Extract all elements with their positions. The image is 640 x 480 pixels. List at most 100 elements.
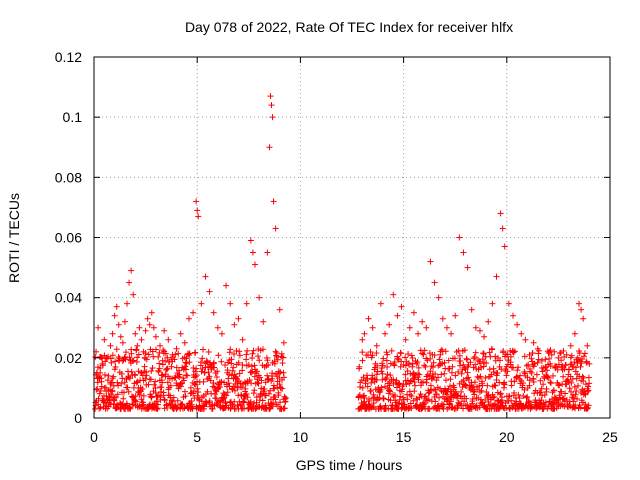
data-point [136, 324, 143, 331]
data-point [165, 336, 172, 343]
noise-point [422, 363, 429, 370]
noise-point [254, 368, 261, 375]
data-point [464, 264, 471, 271]
noise-point [251, 387, 258, 394]
noise-point [264, 357, 271, 364]
noise-point [204, 388, 211, 395]
data-point [499, 225, 506, 232]
data-point [195, 213, 202, 220]
noise-point [521, 386, 528, 393]
noise-point [523, 362, 530, 369]
noise-point [231, 398, 238, 405]
data-point [134, 342, 141, 349]
noise-point [190, 388, 197, 395]
noise-point [524, 374, 531, 381]
noise-point [243, 351, 250, 358]
noise-point [119, 375, 126, 382]
noise-point [374, 362, 381, 369]
noise-point [489, 346, 496, 353]
noise-point [474, 386, 481, 393]
noise-point [476, 383, 483, 390]
noise-point [471, 353, 478, 360]
x-tick-label: 10 [293, 429, 309, 445]
noise-point [544, 367, 551, 374]
data-point [481, 333, 488, 340]
noise-point [571, 383, 578, 390]
noise-point [213, 395, 220, 402]
noise-point [415, 370, 422, 377]
noise-point [433, 391, 440, 398]
noise-point [177, 383, 184, 390]
data-point [427, 258, 434, 265]
noise-point [140, 392, 147, 399]
noise-point [426, 405, 433, 412]
noise-point [161, 397, 168, 404]
noise-point [407, 370, 414, 377]
noise-point [415, 376, 422, 383]
data-point [111, 312, 118, 319]
noise-point [568, 352, 575, 359]
noise-point [497, 390, 504, 397]
data-point [128, 267, 135, 274]
data-point [501, 243, 508, 250]
noise-point [140, 401, 147, 408]
data-point [472, 324, 479, 331]
noise-point [436, 394, 443, 401]
noise-point [198, 368, 205, 375]
noise-point [180, 377, 187, 384]
noise-point [384, 351, 391, 358]
chart-title: Day 078 of 2022, Rate Of TEC Index for r… [185, 19, 513, 35]
noise-point [127, 405, 134, 412]
x-tick-label: 20 [499, 429, 515, 445]
data-point [522, 336, 529, 343]
noise-point [256, 374, 263, 381]
data-point [272, 225, 279, 232]
noise-point [573, 387, 580, 394]
noise-point [267, 387, 274, 394]
noise-point [160, 389, 167, 396]
data-point [497, 210, 504, 217]
noise-point [243, 390, 250, 397]
noise-point [149, 365, 156, 372]
noise-point [415, 364, 422, 371]
data-point [99, 360, 106, 367]
noise-point [192, 368, 199, 375]
noise-point [373, 350, 380, 357]
noise-point [109, 388, 116, 395]
noise-point [546, 355, 553, 362]
data-point [489, 300, 496, 307]
noise-point [270, 399, 277, 406]
noise-point [256, 357, 263, 364]
noise-point [544, 374, 551, 381]
noise-point [281, 405, 288, 412]
noise-point [236, 352, 243, 359]
noise-point [125, 388, 132, 395]
noise-point [152, 389, 159, 396]
noise-point [574, 395, 581, 402]
noise-point [200, 346, 207, 353]
noise-point [367, 387, 374, 394]
noise-point [482, 374, 489, 381]
data-point [115, 321, 122, 328]
noise-point [114, 391, 121, 398]
noise-point [448, 369, 455, 376]
noise-point [175, 350, 182, 357]
noise-point [476, 404, 483, 411]
noise-point [484, 382, 491, 389]
data-point [148, 309, 155, 316]
noise-point [108, 359, 115, 366]
noise-point [184, 372, 191, 379]
noise-point [428, 363, 435, 370]
noise-point [198, 359, 205, 366]
noise-point [408, 393, 415, 400]
noise-point [550, 387, 557, 394]
noise-point [152, 346, 159, 353]
noise-point [520, 380, 527, 387]
noise-point [507, 359, 514, 366]
noise-point [250, 347, 257, 354]
noise-point [356, 363, 363, 370]
noise-point [496, 357, 503, 364]
data-point [359, 336, 366, 343]
data-point [402, 336, 409, 343]
noise-point [143, 372, 150, 379]
